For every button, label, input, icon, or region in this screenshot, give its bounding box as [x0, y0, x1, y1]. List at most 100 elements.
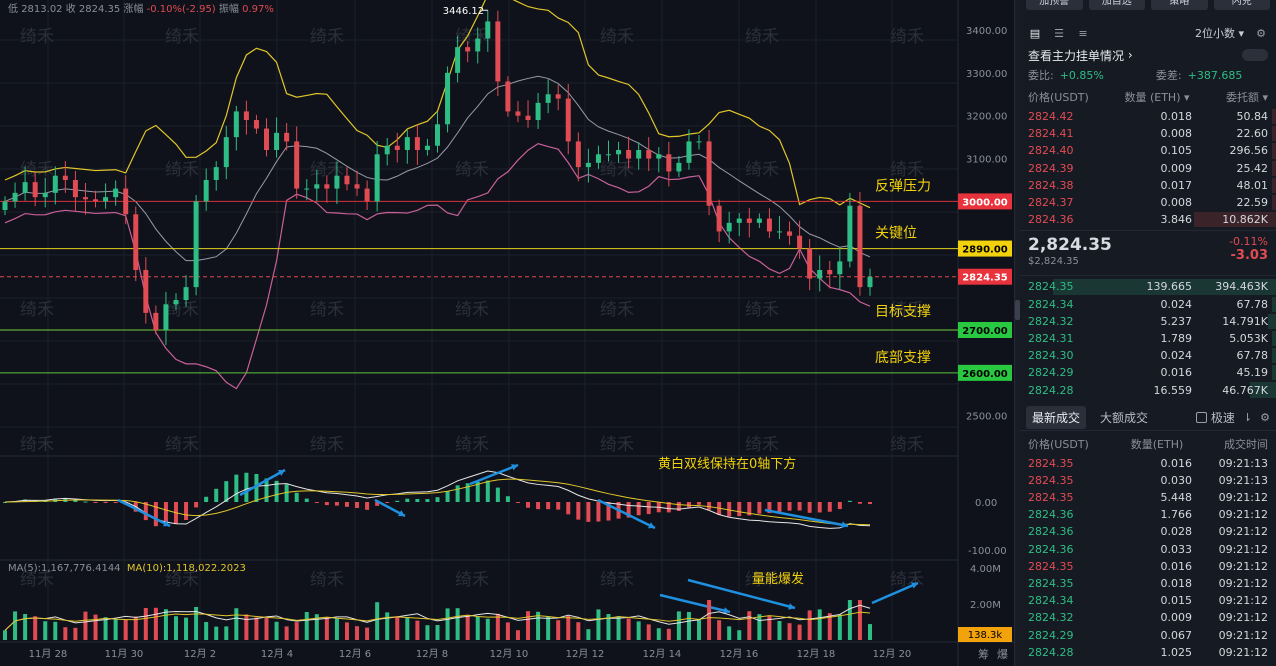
trade-row[interactable]: 2824.34 0.015 09:21:12: [1020, 592, 1276, 609]
volume-bar: [375, 602, 380, 640]
volume-bar: [324, 617, 329, 640]
bid-row[interactable]: 2824.34 0.024 67.78: [1020, 296, 1276, 313]
trend-arrow: [239, 468, 286, 497]
tab-latest-trades[interactable]: 最新成交: [1026, 405, 1087, 429]
macd-bar: [686, 502, 691, 508]
trend-arrow-head: [723, 607, 730, 614]
amount-header[interactable]: 委托额 ▾: [1225, 91, 1268, 104]
volume-bar: [254, 617, 259, 640]
gear-icon[interactable]: ⚙: [1260, 410, 1270, 424]
level-price-tag: [958, 240, 1012, 257]
bids-only-icon[interactable]: ☰: [1054, 26, 1064, 40]
bid-row[interactable]: 2824.29 0.016 45.19: [1020, 364, 1276, 381]
filter-icon[interactable]: ⇂: [1242, 410, 1253, 424]
candle-body: [344, 175, 350, 185]
trade-row[interactable]: 2824.35 5.448 09:21:12: [1020, 489, 1276, 506]
ask-row[interactable]: 2824.38 0.017 48.01: [1020, 177, 1276, 194]
bid-row[interactable]: 2824.31 1.789 5.053K: [1020, 330, 1276, 347]
watermark-text: 绮禾: [310, 435, 344, 455]
asks-list: 2824.42 0.018 50.84 2824.41 0.008 22.60 2824.4…: [1020, 108, 1276, 228]
trade-row[interactable]: 2824.29 0.067 09:21:12: [1020, 627, 1276, 644]
price-cell: 2824.28: [1028, 645, 1074, 659]
candle-body: [656, 154, 662, 159]
level-price-label: 2600.00: [962, 369, 1008, 380]
ask-row[interactable]: 2824.41 0.008 22.60: [1020, 125, 1276, 142]
ratio-row: 委比: +0.85% 委差: +387.685: [1020, 66, 1276, 84]
tab-large-trades[interactable]: 大额成交: [1100, 410, 1149, 425]
panel-resizer[interactable]: [1014, 0, 1020, 666]
qty-cell: 0.008: [1160, 196, 1193, 210]
both-sides-icon[interactable]: ▤: [1029, 26, 1041, 40]
watermark-text: 绮禾: [20, 300, 54, 320]
trade-row[interactable]: 2824.32 0.009 09:21:12: [1020, 609, 1276, 626]
candle-body: [203, 180, 209, 202]
high-marker-label: 3446.12: [443, 6, 484, 17]
watermark-text: 绮禾: [455, 435, 489, 455]
fast-mode-checkbox[interactable]: 极速: [1195, 409, 1235, 426]
ask-row[interactable]: 2824.36 3.846 10.862K: [1020, 211, 1276, 228]
volume-bar: [485, 618, 490, 640]
bid-row[interactable]: 2824.35 139.665 394.463K: [1020, 278, 1276, 295]
macd-bar: [3, 502, 7, 503]
watermark-text: 绮禾: [20, 435, 54, 455]
watermark-text: 绮禾: [600, 27, 634, 47]
volume-tick-label: 2.00M: [970, 600, 1001, 611]
trade-row[interactable]: 2824.35 0.030 09:21:13: [1020, 472, 1276, 489]
watchlist-button[interactable]: 加自选: [1088, 0, 1145, 10]
macd-bar: [194, 502, 199, 508]
candle-body: [82, 197, 88, 200]
main-force-toggle[interactable]: [1242, 49, 1268, 61]
candle-body: [2, 201, 8, 210]
precision-select[interactable]: 2位小数 ▾: [1194, 27, 1244, 40]
bid-row[interactable]: 2824.30 0.024 67.78: [1020, 347, 1276, 364]
trade-row[interactable]: 2824.36 0.028 09:21:12: [1020, 523, 1276, 540]
price-cell: 2824.32: [1028, 314, 1074, 328]
macd-bar: [455, 485, 460, 502]
candle-body: [686, 141, 692, 163]
trend-arrow-head: [648, 522, 655, 529]
amount-cell: 67.78: [1236, 349, 1269, 363]
candle-body: [213, 167, 219, 180]
trade-row[interactable]: 2824.36 1.766 09:21:12: [1020, 506, 1276, 523]
volume-bar: [304, 612, 309, 640]
candle-body: [455, 47, 461, 73]
ask-row[interactable]: 2824.39 0.009 25.42: [1020, 160, 1276, 177]
trade-row[interactable]: 2824.35 0.018 09:21:12: [1020, 575, 1276, 592]
low-value: 2813.02: [21, 4, 63, 15]
candle-body: [123, 188, 129, 215]
watermark-text: 绮禾: [165, 27, 199, 47]
main-force-link[interactable]: 查看主力挂单情况 ›: [1020, 44, 1276, 66]
ask-row[interactable]: 2824.40 0.105 296.56: [1020, 142, 1276, 159]
volume-last-label: 138.3k: [968, 630, 1003, 641]
qty-cell: 0.024: [1160, 297, 1193, 311]
trade-row[interactable]: 2824.35 0.016 09:21:13: [1020, 455, 1276, 472]
bid-row[interactable]: 2824.28 16.559 46.767K: [1020, 381, 1276, 398]
strategy-button[interactable]: 策略: [1151, 0, 1208, 10]
ask-row[interactable]: 2824.42 0.018 50.84: [1020, 108, 1276, 125]
last-price-usd: $2,824.35: [1028, 256, 1079, 268]
price-cell: 2824.35: [1028, 456, 1074, 470]
resizer-grip[interactable]: [1015, 300, 1020, 320]
trade-row[interactable]: 2824.28 1.025 09:21:12: [1020, 644, 1276, 661]
candle-body: [435, 124, 440, 146]
alert-button[interactable]: 加预警: [1026, 0, 1083, 10]
price-cell: 2824.35: [1028, 491, 1074, 505]
boll-upper-line: [4, 0, 871, 209]
ask-row[interactable]: 2824.37 0.008 22.59: [1020, 194, 1276, 211]
kline-chart[interactable]: 绮禾 绮禾 绮禾 绮禾 绮禾 绮禾 绮禾 绮禾 绮禾 绮禾 绮禾 绮禾 绮禾 绮禾 绮禾 绮禾 绮禾 绮禾 绮禾 绮禾…: [0, 0, 1014, 666]
swap-button[interactable]: 闪兑: [1213, 0, 1270, 10]
asks-only-icon[interactable]: ≡: [1078, 26, 1088, 40]
settings-icon[interactable]: ⚙: [1256, 26, 1266, 40]
volume-bar: [113, 619, 118, 640]
volume-bar: [23, 614, 28, 640]
top-buttons: 加预警 加自选 策略 闪兑: [1020, 0, 1276, 12]
qty-header[interactable]: 数量 (ETH) ▾: [1124, 91, 1190, 104]
qty-cell: 0.028: [1160, 525, 1193, 539]
bid-row[interactable]: 2824.32 5.237 14.791K: [1020, 313, 1276, 330]
candle-body: [153, 312, 159, 330]
trade-row[interactable]: 2824.35 0.016 09:21:12: [1020, 558, 1276, 575]
trade-row[interactable]: 2824.36 0.033 09:21:12: [1020, 541, 1276, 558]
volume-annotation: 量能爆发: [752, 571, 804, 587]
volume-bar: [536, 611, 541, 640]
